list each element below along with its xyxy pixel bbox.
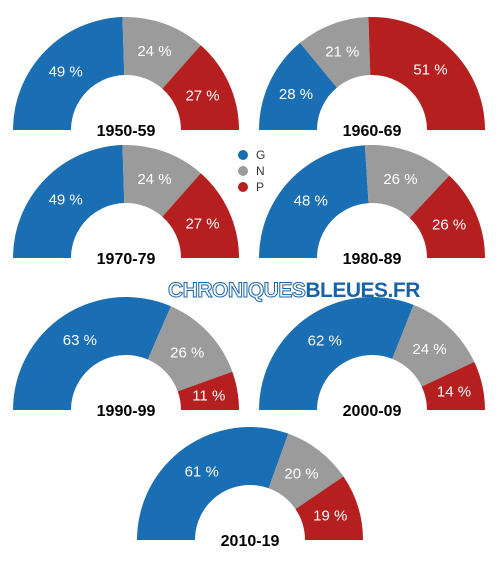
slice-p [409,175,485,258]
slice-label-n: 20 % [284,466,318,483]
slice-label-g: 62 % [308,333,342,350]
chart-title: 1960-69 [343,123,402,140]
slice-n [364,145,450,218]
legend-item-g: G [238,147,265,163]
legend-item-p: P [238,179,265,195]
donut-chart-2000-09: 62 % 24 % 14 % 2000-09 [259,296,485,420]
legend-swatch-g [238,150,248,160]
slice-n [392,304,475,387]
slice-label-n: 24 % [137,43,171,60]
legend: G N P [238,147,265,195]
slice-label-g: 49 % [49,64,83,81]
legend-label-n: N [256,164,265,178]
chart-title: 2010-19 [221,533,280,550]
chart-title: 2000-09 [343,403,402,420]
slice-p [421,361,485,410]
donut-chart-1990-99: 63 % 26 % 11 % 1990-99 [13,297,239,420]
slice-label-p: 51 % [413,62,447,79]
legend-item-n: N [238,163,265,179]
slice-n [268,433,344,510]
chart-title: 1970-79 [97,251,156,268]
slice-label-p: 11 % [192,388,225,405]
slice-g [13,145,125,258]
slice-label-g: 61 % [185,463,219,480]
legend-swatch-n [238,166,248,176]
slice-p [162,45,239,130]
donut-chart-1950-59: 49 % 24 % 27 % 1950-59 [13,17,239,140]
slice-g [259,145,369,258]
slice-g [13,297,171,410]
slice-n [299,17,371,88]
slice-label-n: 24 % [412,341,446,358]
slice-label-p: 27 % [185,87,219,104]
slice-label-p: 26 % [432,217,466,234]
slice-p [368,17,485,131]
donut-chart-1960-69: 28 % 21 % 51 % 1960-69 [259,17,485,140]
slice-n [147,306,233,392]
slice-g [13,17,125,131]
slice-label-n: 26 % [383,171,417,188]
slice-label-n: 24 % [137,171,171,188]
slice-label-g: 48 % [294,192,328,209]
slice-label-p: 27 % [185,215,219,232]
legend-label-g: G [256,148,266,162]
slice-g [259,42,337,130]
slice-g [259,296,414,410]
donut-chart-2010-19: 61 % 20 % 19 % 2010-19 [137,427,363,550]
slice-label-g: 63 % [63,332,97,349]
slice-p [295,476,363,540]
donut-chart-1970-79: 49 % 24 % 27 % 1970-79 [13,144,240,268]
chart-title: 1990-99 [97,403,156,420]
slice-p [162,173,240,258]
slice-p [177,371,239,410]
slice-label-p: 14 % [437,384,471,401]
slice-label-n: 26 % [170,344,204,361]
brand-logo: CHRONIQUESBLEUES.FR [167,279,420,303]
chart-title: 1950-59 [97,123,156,140]
slice-label-g: 49 % [49,192,83,209]
slice-n [122,144,201,217]
chart-title: 1980-89 [343,251,402,268]
brand-part-1: CHRONIQUES [167,279,306,303]
slice-g [137,427,289,540]
donut-chart-1980-89: 48 % 26 % 26 % 1980-89 [259,145,485,268]
slice-label-g: 28 % [279,86,313,103]
slice-label-p: 19 % [313,507,347,524]
brand-part-2: BLEUES.FR [305,279,420,302]
slice-n [122,17,201,89]
slice-label-n: 21 % [325,43,359,60]
legend-swatch-p [238,182,248,192]
legend-label-p: P [256,180,265,194]
